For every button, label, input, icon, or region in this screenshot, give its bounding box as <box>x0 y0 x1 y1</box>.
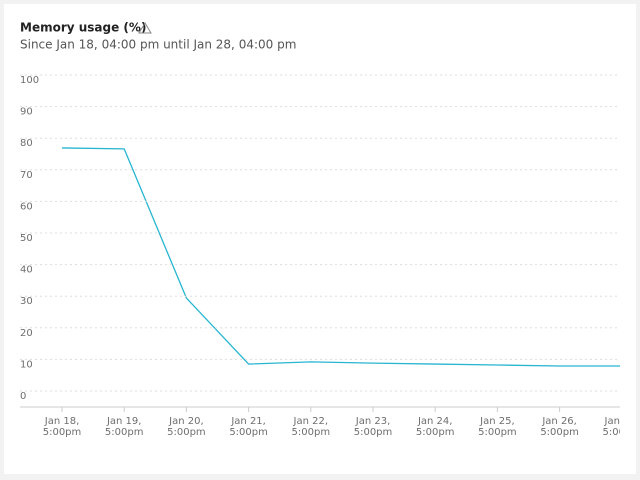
y-tick-label: 60 <box>20 201 33 212</box>
chart-subtitle: Since Jan 18, 04:00 pm until Jan 28, 04:… <box>20 38 296 52</box>
x-tick-label: Jan 27, <box>604 416 640 427</box>
x-tick-label: Jan 19, <box>106 416 142 427</box>
x-tick-label: Jan 18, <box>44 416 80 427</box>
y-tick-label: 20 <box>20 328 33 339</box>
chart-title: Memory usage (%) <box>20 21 146 35</box>
y-tick-label: 70 <box>20 170 33 181</box>
y-tick-label: 10 <box>20 359 33 370</box>
y-tick-label: 40 <box>20 265 33 276</box>
x-tick-label: 5:00pm <box>167 427 206 438</box>
data-line <box>61 147 620 367</box>
y-tick-label: 0 <box>20 391 26 402</box>
x-tick-label: Jan 26, <box>541 416 577 427</box>
y-tick-label: 90 <box>20 107 33 118</box>
x-tick-label: 5:00pm <box>354 427 393 438</box>
x-tick-label: 5:00pm <box>43 427 82 438</box>
x-tick-label: 5:00pm <box>105 427 144 438</box>
x-tick-label: Jan 23, <box>355 416 391 427</box>
card <box>4 4 636 474</box>
y-tick-label: 80 <box>20 138 33 149</box>
x-tick-label: Jan 20, <box>168 416 204 427</box>
x-tick-label: Jan 25, <box>479 416 515 427</box>
x-tick-label: 5:00pm <box>603 427 640 438</box>
y-tick-label: 30 <box>20 296 33 307</box>
x-tick-label: Jan 21, <box>230 416 266 427</box>
y-tick-label: 50 <box>20 233 33 244</box>
x-tick-label: 5:00pm <box>229 427 268 438</box>
x-tick-label: 5:00pm <box>292 427 331 438</box>
x-tick-label: 5:00pm <box>416 427 455 438</box>
y-tick-label: 100 <box>20 75 39 86</box>
warning-icon[interactable] <box>138 22 152 34</box>
x-tick-label: 5:00pm <box>478 427 517 438</box>
x-tick-label: Jan 24, <box>417 416 453 427</box>
x-tick-label: Jan 22, <box>293 416 329 427</box>
x-tick-label: 5:00pm <box>540 427 579 438</box>
